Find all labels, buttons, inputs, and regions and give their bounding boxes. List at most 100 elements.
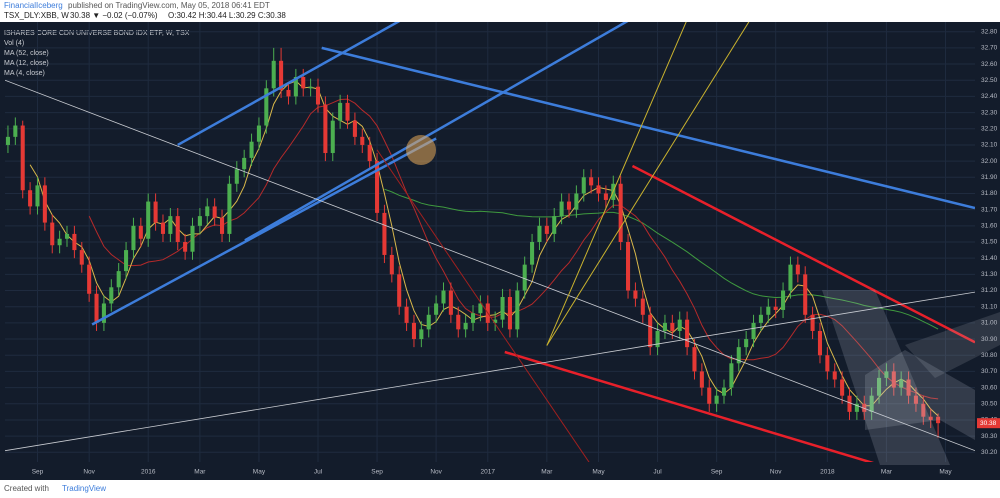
trend-line (91, 137, 437, 326)
candle-body (345, 102, 350, 121)
y-tick-label: 31.30 (981, 271, 998, 278)
candle-body (72, 233, 77, 251)
candle-body (559, 201, 564, 217)
x-tick-label: May (592, 469, 605, 476)
x-tick-label: Jul (653, 469, 662, 476)
candle-body (79, 250, 84, 265)
candle-body (721, 387, 727, 396)
candle-body (633, 290, 638, 299)
candle-body (478, 303, 483, 314)
candle-body (884, 371, 889, 378)
candle-body (94, 293, 99, 323)
candle-body (367, 144, 372, 162)
candle-body (124, 250, 129, 272)
y-tick-label: 31.40 (981, 255, 998, 262)
candle-body (854, 403, 859, 412)
highlight-circle (406, 135, 436, 165)
candle-body (42, 185, 47, 223)
candle-body (921, 403, 926, 417)
candle-body (707, 387, 712, 404)
footer-bg (0, 480, 1000, 498)
candle-body (234, 169, 239, 184)
candle-body (50, 222, 55, 246)
candle-body (493, 319, 498, 323)
candle-body (766, 306, 771, 315)
trend-line (504, 350, 875, 462)
candle-body (692, 347, 697, 372)
y-tick-label: 31.80 (981, 190, 998, 197)
candle-body (537, 225, 542, 242)
y-tick-label: 32.40 (981, 93, 998, 100)
quote: 30.38 ▼ −0.02 (−0.07%) (70, 11, 158, 20)
candle-body (448, 290, 453, 315)
candle-body (758, 314, 763, 323)
indicator-legend: MA (52, close) (4, 50, 49, 57)
candle-body (751, 322, 756, 340)
candle-body (419, 329, 424, 340)
candle-body (788, 264, 793, 291)
candle-body (589, 177, 594, 186)
x-tick-label: Sep (32, 469, 44, 476)
trend-line (376, 149, 590, 462)
trend-line (5, 79, 975, 452)
footer-created: Created with (4, 484, 49, 493)
candle-body (190, 225, 195, 252)
trend-line (177, 22, 401, 147)
candle-body (773, 306, 778, 310)
trend-line (546, 22, 687, 346)
candle-body (913, 395, 918, 404)
y-tick-label: 30.50 (981, 400, 998, 407)
candle-body (293, 77, 298, 97)
candle-body (220, 217, 225, 234)
candle-body (699, 371, 704, 388)
y-tick-label: 32.30 (981, 109, 998, 116)
candle-body (463, 322, 468, 330)
candle-body (685, 319, 690, 348)
indicator-legend: MA (12, close) (4, 60, 49, 67)
shaded-channel (822, 290, 950, 465)
y-tick-label: 30.20 (981, 449, 998, 456)
candle-body (566, 201, 572, 210)
candle-body (64, 233, 70, 239)
candle-body (500, 297, 505, 320)
candle-body (456, 314, 461, 330)
candle-body (655, 330, 660, 348)
candle-body (936, 416, 941, 424)
x-tick-label: 2016 (141, 469, 156, 476)
x-tick-label: Nov (770, 469, 782, 476)
shaded-channel (865, 350, 975, 440)
candle-body (271, 60, 276, 89)
candle-body (375, 161, 380, 213)
chart-title: ISHARES CORE CDN UNIVERSE BOND IDX ETF, … (4, 30, 190, 37)
candle-body (603, 193, 608, 200)
candle-body (581, 177, 586, 194)
candle-body (131, 225, 136, 251)
candle-body (810, 314, 815, 331)
candle-body (426, 314, 431, 330)
footer-brand[interactable]: TradingView (62, 484, 106, 493)
candle-body (28, 190, 33, 207)
y-tick-label: 32.70 (981, 45, 998, 52)
y-tick-label: 30.60 (981, 384, 998, 391)
candle-body (618, 183, 623, 242)
candle-body (434, 303, 439, 315)
indicator-legend: MA (4, close) (4, 70, 45, 77)
author[interactable]: FinancialIceberg (4, 1, 63, 10)
x-tick-label: Nov (430, 469, 442, 476)
candle-body (825, 355, 830, 372)
candle-body (160, 222, 166, 234)
last-price-box (977, 418, 1000, 429)
candle-body (5, 136, 10, 145)
candle-body (227, 183, 232, 234)
trend-line (244, 22, 629, 242)
y-tick-label: 30.80 (981, 352, 998, 359)
candle-body (183, 242, 188, 252)
y-tick-label: 32.20 (981, 125, 998, 132)
candle-body (640, 298, 645, 315)
candle-body (109, 287, 114, 304)
candle-body (360, 136, 365, 145)
candle-body (522, 264, 527, 291)
candle-body (891, 371, 896, 388)
x-tick-label: Nov (83, 469, 95, 476)
